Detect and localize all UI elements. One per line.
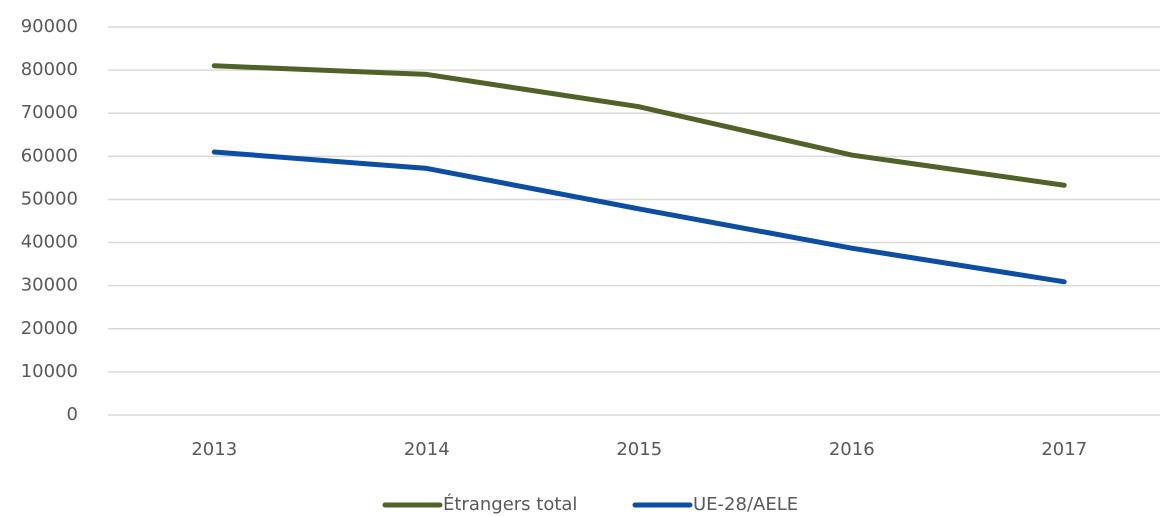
x-tick-label: 2017	[1041, 439, 1087, 460]
y-tick-label: 90000	[21, 16, 78, 37]
legend-label: UE-28/AELE	[693, 494, 798, 515]
series-line	[211, 149, 1067, 285]
x-tick-label: 2013	[191, 439, 237, 460]
y-tick-label: 50000	[21, 188, 78, 209]
y-tick-label: 10000	[21, 361, 78, 382]
y-tick-label: 40000	[21, 232, 78, 253]
legend-label: Étrangers total	[443, 493, 577, 515]
y-tick-label: 60000	[21, 145, 78, 166]
y-tick-label: 70000	[21, 102, 78, 123]
y-tick-label: 0	[67, 404, 78, 425]
y-tick-label: 80000	[21, 59, 78, 80]
x-tick-label: 2015	[616, 439, 662, 460]
y-tick-label: 30000	[21, 275, 78, 296]
series-line	[211, 63, 1067, 188]
y-tick-label: 20000	[21, 318, 78, 339]
x-tick-label: 2016	[829, 439, 875, 460]
x-tick-label: 2014	[404, 439, 450, 460]
